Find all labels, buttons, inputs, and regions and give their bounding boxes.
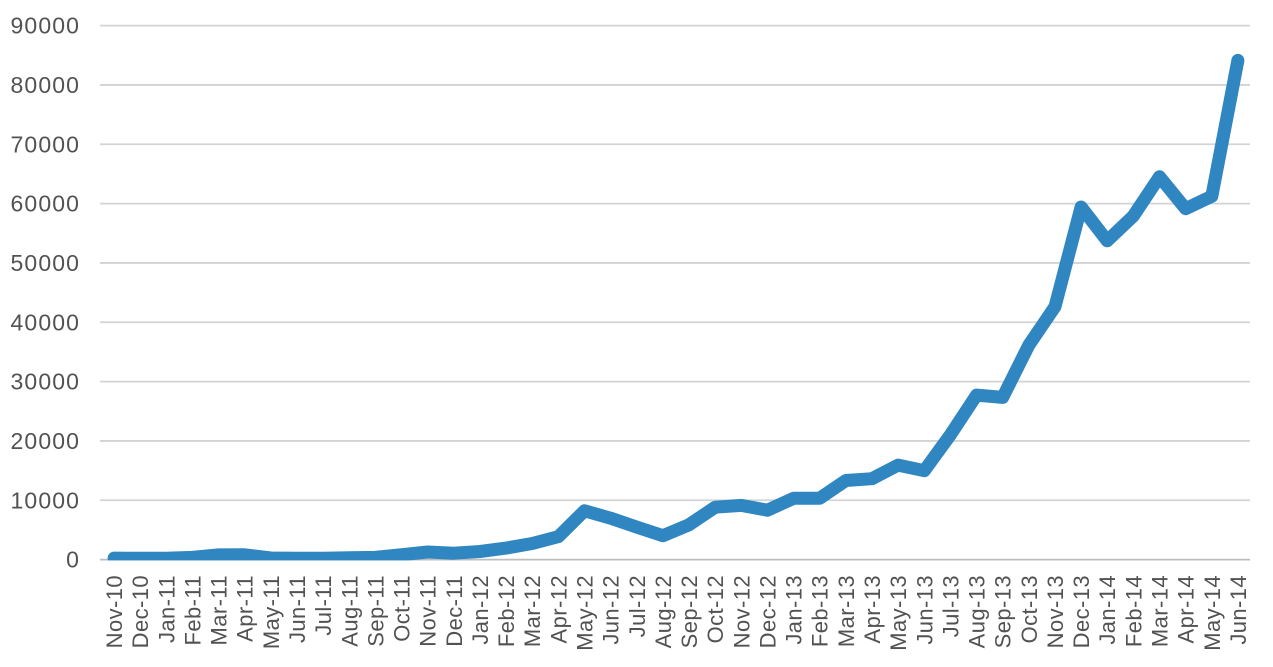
svg-text:90000: 90000: [11, 13, 80, 39]
svg-text:Nov-12: Nov-12: [729, 575, 754, 648]
svg-text:Sep-13: Sep-13: [991, 575, 1016, 648]
svg-text:Oct-12: Oct-12: [703, 575, 728, 643]
svg-text:40000: 40000: [11, 309, 80, 335]
svg-text:Aug-12: Aug-12: [651, 575, 676, 648]
svg-text:Feb-11: Feb-11: [181, 575, 206, 645]
svg-text:Dec-13: Dec-13: [1069, 575, 1094, 648]
svg-text:Dec-11: Dec-11: [442, 575, 467, 647]
svg-text:Jun-11: Jun-11: [285, 575, 310, 643]
svg-text:Sep-12: Sep-12: [677, 575, 702, 648]
svg-text:Jun-12: Jun-12: [599, 575, 624, 645]
svg-text:Feb-14: Feb-14: [1121, 575, 1146, 647]
svg-text:60000: 60000: [11, 191, 80, 217]
svg-text:Jan-14: Jan-14: [1095, 575, 1120, 645]
svg-text:Nov-13: Nov-13: [1043, 575, 1068, 648]
svg-text:70000: 70000: [11, 131, 80, 157]
svg-text:Mar-13: Mar-13: [834, 575, 859, 647]
svg-text:May-13: May-13: [886, 575, 911, 651]
svg-text:Mar-14: Mar-14: [1148, 575, 1173, 647]
svg-text:Feb-13: Feb-13: [808, 575, 833, 647]
svg-text:Sep-11: Sep-11: [363, 575, 388, 647]
svg-text:May-14: May-14: [1200, 575, 1225, 651]
svg-text:0: 0: [66, 547, 80, 573]
svg-text:Apr-11: Apr-11: [233, 575, 258, 642]
svg-text:Jul-11: Jul-11: [311, 575, 336, 636]
svg-text:20000: 20000: [11, 428, 80, 454]
svg-text:Dec-12: Dec-12: [756, 575, 781, 648]
svg-text:Dec-10: Dec-10: [128, 575, 153, 648]
svg-text:Jun-14: Jun-14: [1226, 575, 1251, 645]
svg-text:Mar-11: Mar-11: [207, 575, 232, 645]
svg-text:Jan-12: Jan-12: [468, 575, 493, 645]
svg-text:Jan-11: Jan-11: [154, 575, 179, 643]
svg-text:Feb-12: Feb-12: [494, 575, 519, 647]
svg-text:80000: 80000: [11, 72, 80, 98]
svg-text:Jul-12: Jul-12: [625, 575, 650, 637]
svg-text:Oct-11: Oct-11: [390, 575, 415, 642]
svg-text:50000: 50000: [11, 250, 80, 276]
svg-text:Aug-11: Aug-11: [337, 575, 362, 647]
svg-text:Apr-14: Apr-14: [1174, 575, 1199, 643]
svg-text:May-12: May-12: [573, 575, 598, 651]
svg-text:May-11: May-11: [259, 575, 284, 649]
svg-text:30000: 30000: [11, 369, 80, 395]
svg-text:Aug-13: Aug-13: [965, 575, 990, 648]
svg-text:Nov-10: Nov-10: [102, 575, 127, 648]
svg-text:Apr-13: Apr-13: [860, 575, 885, 643]
svg-text:Nov-11: Nov-11: [416, 575, 441, 647]
svg-text:Jun-13: Jun-13: [912, 575, 937, 645]
svg-text:Apr-12: Apr-12: [546, 575, 571, 643]
svg-text:Jul-13: Jul-13: [938, 575, 963, 637]
svg-text:10000: 10000: [11, 487, 80, 513]
svg-text:Mar-12: Mar-12: [520, 575, 545, 647]
svg-text:Oct-13: Oct-13: [1017, 575, 1042, 643]
svg-text:Jan-13: Jan-13: [782, 575, 807, 645]
